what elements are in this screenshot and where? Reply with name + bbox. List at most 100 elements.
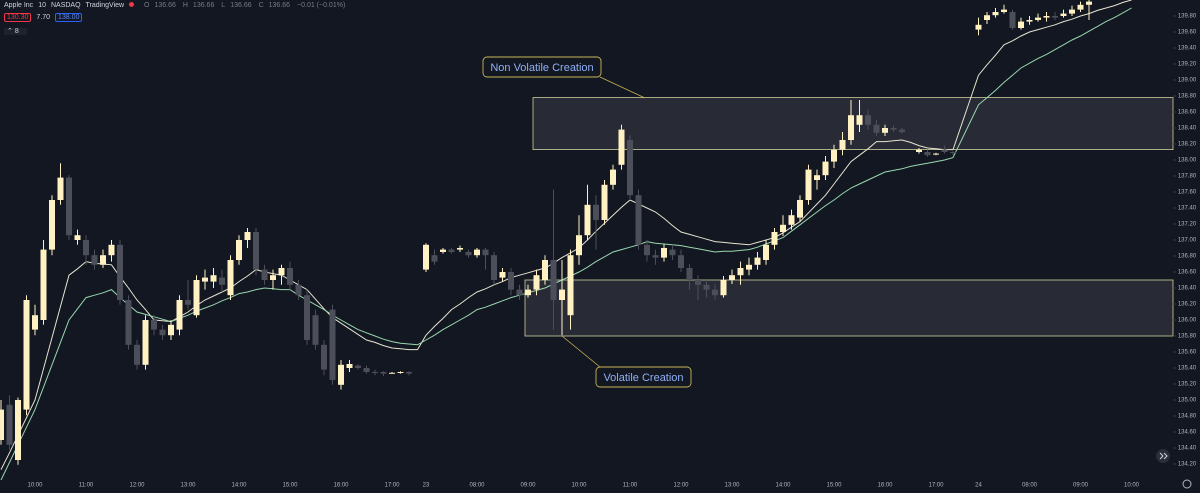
settings-icon[interactable]: [1182, 479, 1192, 489]
x-tick-label: 16:00: [877, 483, 893, 489]
candle-body: [686, 268, 693, 280]
candle-body: [108, 244, 115, 256]
candle-body: [295, 284, 302, 296]
candle-body: [703, 284, 710, 290]
candle-body: [346, 364, 353, 368]
y-tick-label: 137.60: [1178, 190, 1197, 196]
candle-body: [1069, 9, 1075, 14]
callout-label: Volatile Creation: [603, 372, 683, 384]
x-tick-label: 17:00: [384, 483, 400, 489]
candle-body: [1060, 13, 1067, 16]
candle-body: [312, 315, 319, 345]
exchange: NASDAQ: [50, 2, 81, 9]
y-tick-label: 136.60: [1178, 270, 1197, 276]
candle-body: [244, 232, 251, 240]
x-tick-label: 12:00: [129, 483, 145, 489]
buy-button[interactable]: 138.00: [55, 13, 83, 22]
candle-body: [882, 128, 888, 133]
candle-body: [219, 277, 225, 285]
ohlc-value: 136.66: [154, 2, 176, 9]
y-tick-label: 134.60: [1178, 430, 1197, 436]
candle-body: [950, 152, 956, 153]
candle-body: [678, 255, 684, 268]
candle-body: [32, 315, 38, 330]
candle-body: [975, 24, 982, 30]
callout-line: [561, 335, 601, 368]
candle-body: [899, 129, 905, 132]
candle-body: [474, 249, 480, 256]
interval: 10: [38, 2, 46, 9]
x-tick-label: 10:00: [1124, 483, 1140, 489]
x-tick-label: 08:00: [1022, 483, 1038, 489]
settings-button[interactable]: [1182, 479, 1192, 489]
x-tick-label: 16:00: [333, 483, 349, 489]
candle-body: [287, 268, 293, 285]
candle-body: [933, 153, 939, 155]
candle-body: [1001, 9, 1007, 12]
x-tick-label: 14:00: [231, 483, 247, 489]
candle-body: [1009, 12, 1016, 28]
y-tick-label: 139.00: [1178, 78, 1197, 84]
candle-body: [270, 275, 276, 280]
candle-body: [644, 244, 650, 256]
y-tick-label: 138.80: [1178, 94, 1197, 100]
candle-body: [746, 264, 752, 270]
candle-body: [57, 177, 64, 200]
candle-body: [440, 249, 446, 252]
y-tick-label: 137.00: [1178, 238, 1197, 244]
candle-body: [100, 255, 106, 265]
x-tick-label: 13:00: [180, 483, 196, 489]
candle-body: [83, 240, 89, 256]
y-tick-label: 137.40: [1178, 206, 1197, 212]
zone: [524, 279, 1174, 337]
candle-body: [712, 289, 718, 296]
y-tick-label: 139.80: [1178, 14, 1197, 20]
y-tick-label: 135.60: [1178, 350, 1197, 356]
change: −0.01 (−0.01%): [297, 2, 346, 9]
indicator-toggle[interactable]: ⌃ 8: [4, 28, 27, 35]
y-tick-label: 135.80: [1178, 334, 1197, 340]
y-tick-label: 138.20: [1178, 142, 1197, 148]
candle-body: [763, 244, 769, 260]
x-tick-label: 24: [975, 483, 982, 489]
scroll-icon[interactable]: [1159, 452, 1168, 460]
candle-body: [669, 249, 676, 256]
candle-body: [380, 372, 387, 374]
candle-body: [1086, 1, 1092, 5]
scroll-button[interactable]: [1156, 449, 1170, 463]
candle-body: [924, 152, 931, 156]
candle-body: [253, 232, 259, 270]
candle-body: [431, 255, 438, 262]
x-tick-label: 08:00: [469, 483, 485, 489]
candle-body: [40, 249, 47, 320]
x-tick-label: 12:00: [673, 483, 689, 489]
sell-button[interactable]: 130.30: [4, 13, 32, 22]
candle-body: [142, 320, 149, 365]
indicator-count: 8: [14, 28, 19, 35]
candle-body: [168, 324, 174, 336]
header-line-3: ⌃ 8: [4, 27, 32, 35]
candle-body: [984, 15, 990, 20]
candle-body: [338, 364, 344, 385]
candle-body: [0, 409, 4, 440]
x-tick-label: 09:00: [1073, 483, 1089, 489]
ohlc-value: 136.66: [230, 2, 252, 9]
y-tick-label: 136.20: [1178, 302, 1197, 308]
candle-body: [652, 255, 659, 258]
candle-body: [533, 275, 540, 290]
candle-body: [159, 329, 166, 336]
candle-body: [389, 372, 395, 374]
callout-label: Non Volatile Creation: [490, 62, 593, 74]
y-tick-label: 138.60: [1178, 110, 1197, 116]
candle-body: [457, 248, 463, 250]
x-tick-label: 09:00: [520, 483, 536, 489]
candle-body: [1077, 4, 1084, 10]
y-tick-label: 139.60: [1178, 30, 1197, 36]
header-line-1: Apple Inc 10 NASDAQ TradingView O 136.66 H 13…: [4, 2, 350, 9]
candle-body: [550, 260, 557, 300]
candle-body: [465, 252, 472, 256]
candle-body: [593, 204, 599, 220]
candle-body: [661, 248, 667, 258]
candle-body: [737, 268, 744, 276]
